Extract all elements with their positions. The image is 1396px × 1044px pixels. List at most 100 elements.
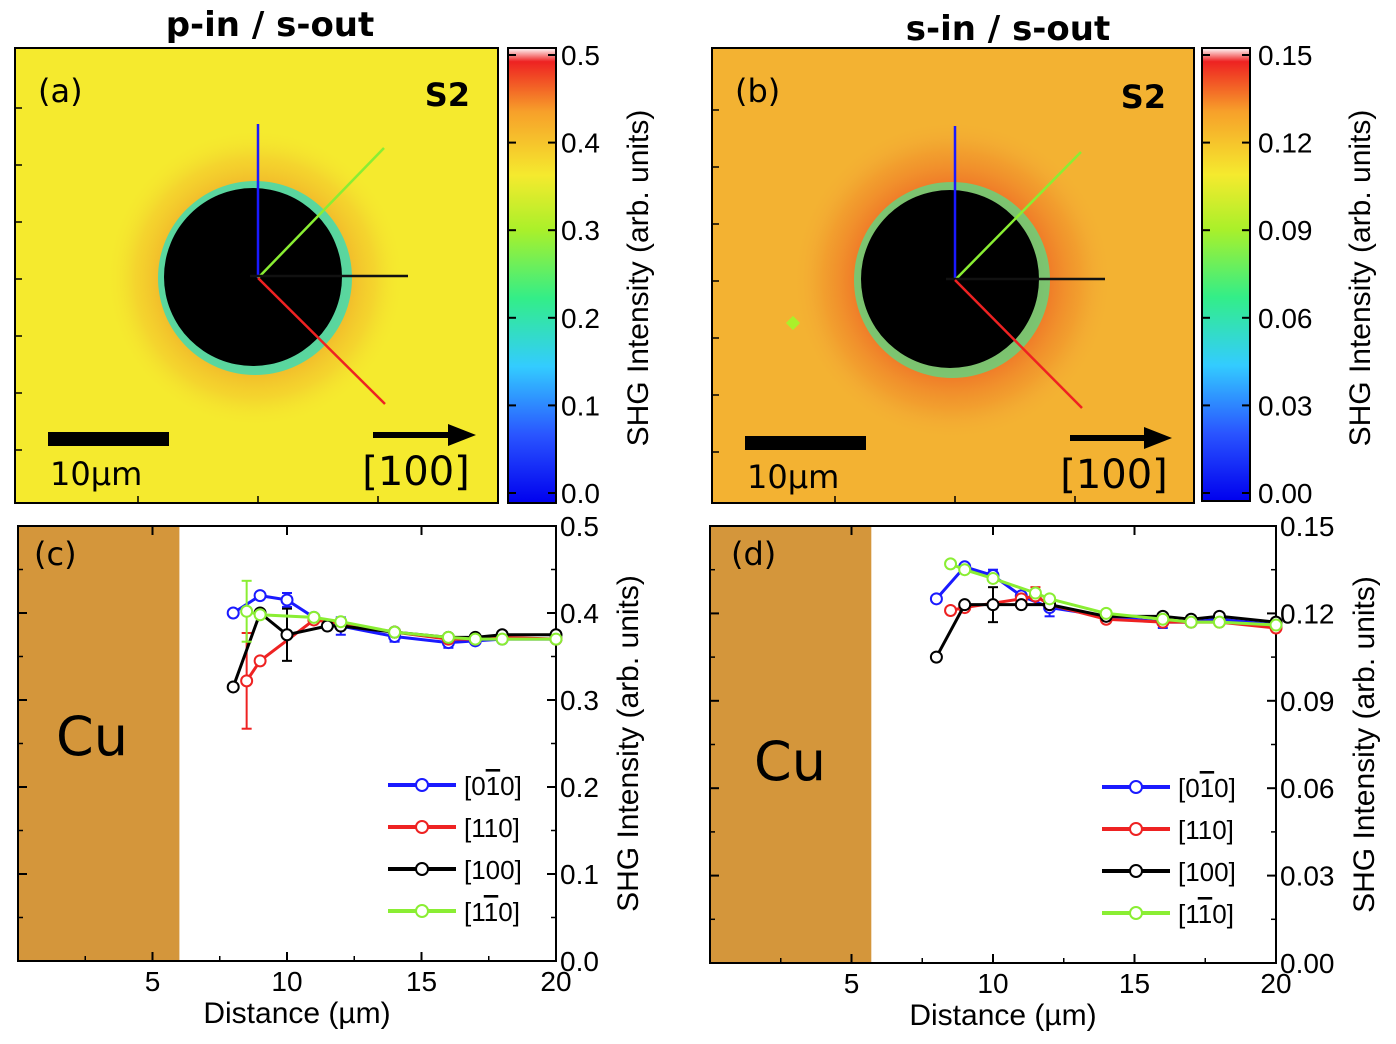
- data-point: [334, 615, 348, 629]
- colorbar-tick-label: 0.09: [1258, 215, 1313, 246]
- panel-b-speck: [785, 315, 801, 331]
- legend-entry: [100]: [1102, 857, 1236, 887]
- legend-label: [110]: [1178, 899, 1234, 929]
- chart-c: (c) Cu 5 10 15 200.0 0.1 0.2 0.3 0.4 0.5 Distance…: [17, 511, 645, 1030]
- colorbar-tick-label: 0.00: [1258, 478, 1313, 509]
- y-tick-label: 0.00: [1280, 948, 1335, 979]
- y-tick-label: 0.12: [1280, 598, 1335, 629]
- x-tick-label: 10: [271, 966, 302, 997]
- legend-marker: [415, 862, 429, 876]
- data-point: [944, 557, 958, 571]
- y-axis-label: SHG Intensity (arb. units): [1348, 576, 1381, 913]
- legend-marker: [415, 904, 429, 918]
- data-point: [226, 680, 240, 694]
- data-point: [929, 592, 943, 606]
- chart-d: (d) Cu 5 10 15 200.00 0.03 0.06 0.09 0.12 0.15 Di…: [709, 511, 1381, 1032]
- data-point: [958, 563, 972, 577]
- panel-d-label: (d): [731, 535, 776, 573]
- data-point: [958, 598, 972, 612]
- data-point: [1028, 586, 1042, 600]
- y-tick-label: 0.0: [560, 946, 599, 977]
- legend-entry: [110]: [1102, 815, 1234, 845]
- panel-b-scalebar-label: 10μm: [747, 458, 839, 496]
- panel-b-direction: [100]: [1060, 452, 1168, 498]
- colorbar-b-label: SHG Intensity (arb. units): [1344, 110, 1377, 447]
- series-line: [231, 610, 556, 688]
- panel-c-cu-label: Cu: [56, 705, 128, 768]
- colorbar-tick-label: 0.4: [561, 128, 600, 159]
- cu-region: [18, 526, 180, 961]
- legend-label: [110]: [1178, 815, 1234, 845]
- legend-entry: [110]: [1102, 899, 1234, 929]
- y-tick-label: 0.1: [560, 859, 599, 890]
- panel-a-frame-ticks: [15, 107, 379, 503]
- panel-d-cu-label: Cu: [754, 730, 826, 793]
- data-point: [240, 674, 254, 688]
- y-tick-label: 0.4: [560, 598, 599, 629]
- series-3: [944, 557, 1283, 632]
- legend-marker: [1129, 822, 1143, 836]
- data-point: [226, 606, 240, 620]
- y-tick-label: 0.09: [1280, 686, 1335, 717]
- panel-a-sample: S2: [425, 76, 470, 114]
- data-point: [253, 608, 267, 622]
- colorbar-tick-label: 0.15: [1258, 40, 1313, 71]
- panel-b-title: s-in / s-out: [906, 9, 1110, 49]
- panel-b-scalebar: [745, 436, 866, 450]
- panel-b-line-110: [954, 279, 1083, 409]
- data-point: [240, 604, 254, 618]
- legend-label: [100]: [1178, 857, 1236, 887]
- legend-label: [110]: [464, 897, 520, 927]
- data-point: [253, 589, 267, 603]
- data-point: [495, 632, 509, 646]
- data-point: [307, 610, 321, 624]
- colorbar-tick-label: 0.06: [1258, 303, 1313, 334]
- data-point: [1212, 615, 1226, 629]
- y-tick-label: 0.15: [1280, 511, 1335, 542]
- panel-a-arrow-head: [448, 424, 476, 446]
- data-point: [441, 630, 455, 644]
- colorbar-tick-label: 0.1: [561, 390, 600, 421]
- colorbar-a-label: SHG Intensity (arb. units): [622, 110, 655, 447]
- colorbar-tick-label: 0.2: [561, 303, 600, 334]
- y-axis-label: SHG Intensity (arb. units): [612, 575, 645, 912]
- legend-entry: [010]: [1102, 773, 1236, 803]
- series-3: [240, 579, 563, 646]
- legend-label: [110]: [464, 813, 520, 843]
- data-point: [253, 654, 267, 668]
- legend-marker: [1129, 864, 1143, 878]
- y-tick-label: 0.5: [560, 511, 599, 542]
- series-line: [245, 618, 557, 682]
- colorbar-b-ticks: 0.00 0.03 0.06 0.09 0.12 0.15: [1202, 40, 1313, 509]
- colorbar-b: 0.00 0.03 0.06 0.09 0.12 0.15 SHG Intensity (…: [1201, 40, 1377, 509]
- data-point: [1269, 618, 1283, 632]
- legend-entry: [100]: [388, 855, 522, 885]
- x-tick-label: 5: [844, 968, 860, 999]
- panel-a-map: p-in / s-out (a) S2 10μm [100]: [14, 5, 499, 504]
- panel-a-title: p-in / s-out: [166, 5, 375, 45]
- legend-marker: [415, 820, 429, 834]
- legend-label: [010]: [464, 771, 522, 801]
- data-point: [929, 650, 943, 664]
- panel-c-label: (c): [34, 535, 77, 573]
- colorbar-a: 0.0 0.1 0.2 0.3 0.4 0.5 SHG Intensity (arb. u…: [507, 40, 655, 509]
- legend-entry: [110]: [388, 897, 520, 927]
- data-point: [1014, 598, 1028, 612]
- cu-region: [710, 526, 872, 963]
- data-point: [320, 619, 334, 633]
- y-tick-label: 0.3: [560, 685, 599, 716]
- x-tick-label: 20: [540, 966, 571, 997]
- panel-b-line-1-10: [954, 151, 1082, 281]
- data-point: [1184, 615, 1198, 629]
- panel-a-scalebar-label: 10μm: [50, 455, 142, 493]
- y-tick-label: 0.06: [1280, 773, 1335, 804]
- x-tick-label: 15: [1119, 968, 1150, 999]
- panel-a-line-1-10: [257, 147, 385, 279]
- data-point: [1156, 612, 1170, 626]
- panel-b-label: (b): [735, 72, 780, 110]
- data-point: [944, 603, 958, 617]
- colorbar-a-bar: [507, 47, 557, 504]
- legend-marker: [415, 778, 429, 792]
- panel-a-scalebar: [48, 432, 169, 446]
- x-axis-label: Distance (µm): [909, 999, 1096, 1032]
